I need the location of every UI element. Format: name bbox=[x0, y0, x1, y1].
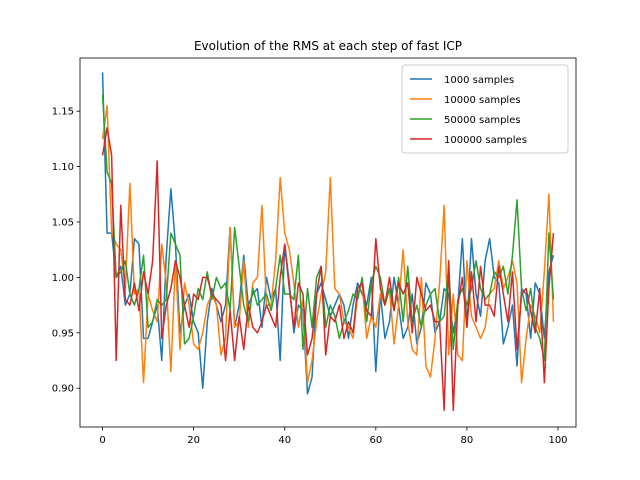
legend-box bbox=[401, 64, 569, 154]
x-tick-label: 0 bbox=[99, 435, 105, 446]
series-line-1 bbox=[101, 72, 555, 395]
y-tick-label: 1.10 bbox=[52, 162, 74, 173]
legend-label-4: 100000 samples bbox=[444, 135, 527, 146]
x-tick-label: 20 bbox=[187, 435, 200, 446]
y-axis: 0.90 0.95 1.00 1.05 1.10 1.15 bbox=[52, 107, 80, 395]
x-tick-label: 40 bbox=[278, 435, 291, 446]
x-tick-label: 60 bbox=[369, 435, 382, 446]
legend-label-2: 10000 samples bbox=[444, 95, 521, 106]
x-axis: 0 20 40 60 80 100 bbox=[99, 427, 568, 446]
y-tick-label: 1.05 bbox=[52, 218, 74, 229]
y-tick-label: 1.00 bbox=[52, 273, 74, 284]
x-tick-label: 80 bbox=[461, 435, 474, 446]
axes-frame bbox=[79, 57, 577, 428]
series-line-3 bbox=[101, 94, 555, 362]
chart-title: Evolution of the RMS at each step of fas… bbox=[194, 39, 462, 53]
series-line-4 bbox=[101, 127, 555, 412]
legend-label-3: 50000 samples bbox=[444, 115, 521, 126]
y-tick-label: 1.15 bbox=[52, 107, 74, 118]
legend: 1000 samples 10000 samples 50000 samples 10… bbox=[401, 64, 569, 154]
plot-lines bbox=[101, 72, 555, 412]
x-tick-label: 100 bbox=[548, 435, 567, 446]
series-line-2 bbox=[101, 104, 555, 384]
y-tick-label: 0.90 bbox=[52, 384, 74, 395]
y-tick-label: 0.95 bbox=[52, 328, 74, 339]
legend-label-1: 1000 samples bbox=[444, 75, 514, 86]
